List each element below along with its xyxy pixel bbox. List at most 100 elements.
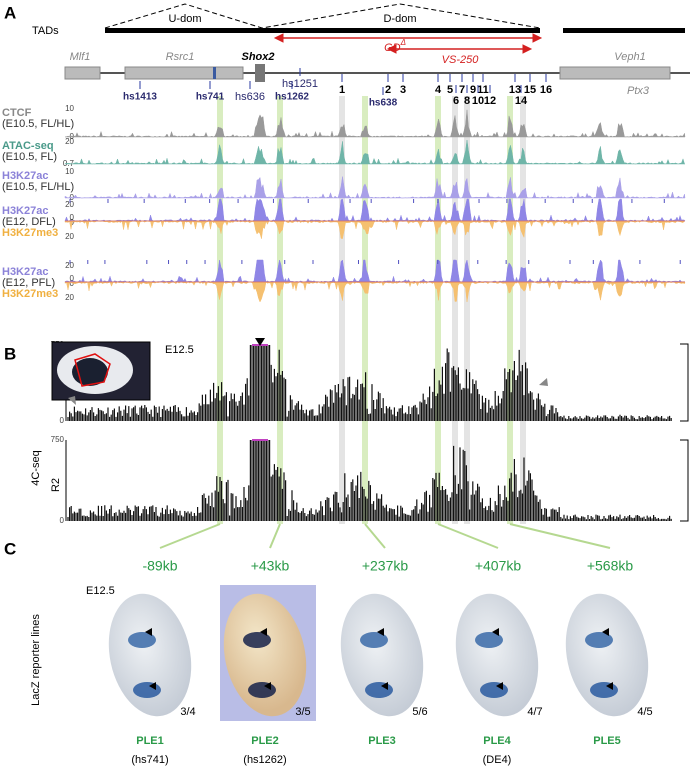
chip-tracks: CTCF(E10.5, FL/HL) 10 0 ATAC-seq(E10.5, FL)… — [2, 104, 686, 303]
element-name: (DE4) — [483, 754, 512, 766]
track-label: H3K27ac — [2, 170, 48, 182]
element-label: hs741 — [196, 92, 225, 103]
tick-label: 750 — [51, 435, 65, 444]
signal — [64, 139, 686, 165]
element-label: hs636 — [235, 91, 265, 103]
stain — [360, 632, 388, 648]
track-label: H3K27me3 — [2, 227, 58, 239]
4c-bars — [67, 345, 672, 421]
element-label: 2 — [385, 84, 391, 96]
stain — [475, 632, 503, 648]
element-name: (hs741) — [131, 754, 168, 766]
signal — [64, 220, 686, 240]
signal — [64, 109, 686, 138]
signal — [64, 176, 686, 199]
gene-label: Mlf1 — [70, 51, 91, 63]
4c-profile — [65, 344, 672, 521]
stain — [480, 682, 508, 698]
highlights — [217, 96, 526, 524]
track-sample: (E10.5, FL/HL) — [2, 118, 74, 130]
element-label: 3 — [400, 84, 406, 96]
track-label: CTCF — [2, 107, 32, 119]
fraction: 3/5 — [295, 706, 310, 718]
replicate-label: R2 — [50, 478, 62, 492]
element-label: 11 — [477, 84, 489, 96]
distance-label: +568kb — [587, 558, 634, 574]
track-label: ATAC-seq — [2, 140, 54, 152]
highlight — [217, 96, 223, 524]
gene-label: Veph1 — [614, 51, 645, 63]
stain — [365, 682, 393, 698]
line-name: PLE5 — [593, 735, 621, 747]
gd-text: GD — [384, 42, 401, 54]
panel-label: A — [4, 3, 16, 22]
connector — [364, 523, 386, 549]
track-label: H3K27ac — [2, 266, 48, 278]
highlight — [362, 96, 368, 524]
fraction: 4/5 — [637, 706, 652, 718]
element-label: 14 — [515, 95, 528, 107]
arrowhead — [260, 628, 271, 690]
signal — [64, 259, 686, 283]
connector — [269, 523, 281, 549]
fraction: 5/6 — [412, 706, 427, 718]
tads-label: TADs — [32, 25, 59, 37]
tick-label: 20 — [65, 261, 74, 270]
axis-label: LacZ reporter lines — [30, 614, 42, 706]
stage-label: E12.5 — [86, 585, 115, 597]
connector — [437, 523, 499, 549]
assay-label: 4C-seq — [30, 450, 42, 485]
gene-label: Rsrc1 — [166, 51, 195, 63]
element-label: hs1413 — [123, 92, 157, 103]
line-name: PLE2 — [251, 735, 279, 747]
tick-label: 20 — [65, 232, 74, 241]
tick-label: 20 — [65, 200, 74, 209]
signal — [64, 281, 686, 303]
track-sample: (E12, PFL) — [2, 277, 55, 289]
element-label: 7 — [459, 84, 465, 96]
tick-label: 0 — [70, 274, 75, 283]
stain — [133, 682, 161, 698]
element-label: 16 — [540, 84, 552, 96]
element-label: 1 — [339, 84, 345, 96]
element-label: 12 — [484, 95, 496, 107]
element-label: 5 — [447, 84, 453, 96]
stain — [243, 632, 271, 648]
vs250-label: VS-250 — [442, 54, 480, 66]
tick-label: 10 — [65, 167, 74, 176]
element-name: (hs1262) — [243, 754, 286, 766]
track-label: H3K27me3 — [2, 288, 58, 300]
gene-track — [64, 64, 690, 82]
highlight — [520, 96, 526, 524]
tick-label: 0 — [60, 516, 65, 525]
tick-label: 0 — [70, 213, 75, 222]
track-sample: (E12, DFL) — [2, 216, 56, 228]
bracket — [680, 343, 689, 522]
arrowhead — [145, 628, 156, 690]
element-label: 10 — [472, 95, 484, 107]
highlight — [507, 96, 513, 524]
stain — [128, 632, 156, 648]
line-name: PLE1 — [136, 735, 164, 747]
tick-label: 10 — [65, 104, 74, 113]
fraction: 4/7 — [527, 706, 542, 718]
line-name: PLE3 — [368, 735, 396, 747]
element-label: hs1262 — [275, 92, 309, 103]
element-label: 15 — [524, 84, 536, 96]
d-dom-label: D-dom — [383, 13, 416, 25]
panel-label: B — [4, 344, 16, 363]
reporter-panels: -89kb 3/4 PLE1 (hs741) +43kb 3/5 PLE2 (hs1262) +… — [108, 523, 653, 766]
highlight — [452, 96, 458, 524]
gd-label: GDΔ — [384, 38, 406, 54]
highlight — [339, 96, 345, 524]
fraction: 3/4 — [180, 706, 195, 718]
track-sample: (E10.5, FL) — [2, 151, 57, 163]
element-label: 6 — [453, 95, 459, 107]
tads — [104, 3, 685, 33]
4c-bars — [67, 440, 672, 521]
distance-label: -89kb — [142, 558, 177, 574]
u-dom-label: U-dom — [168, 13, 201, 25]
embryo — [340, 593, 424, 717]
